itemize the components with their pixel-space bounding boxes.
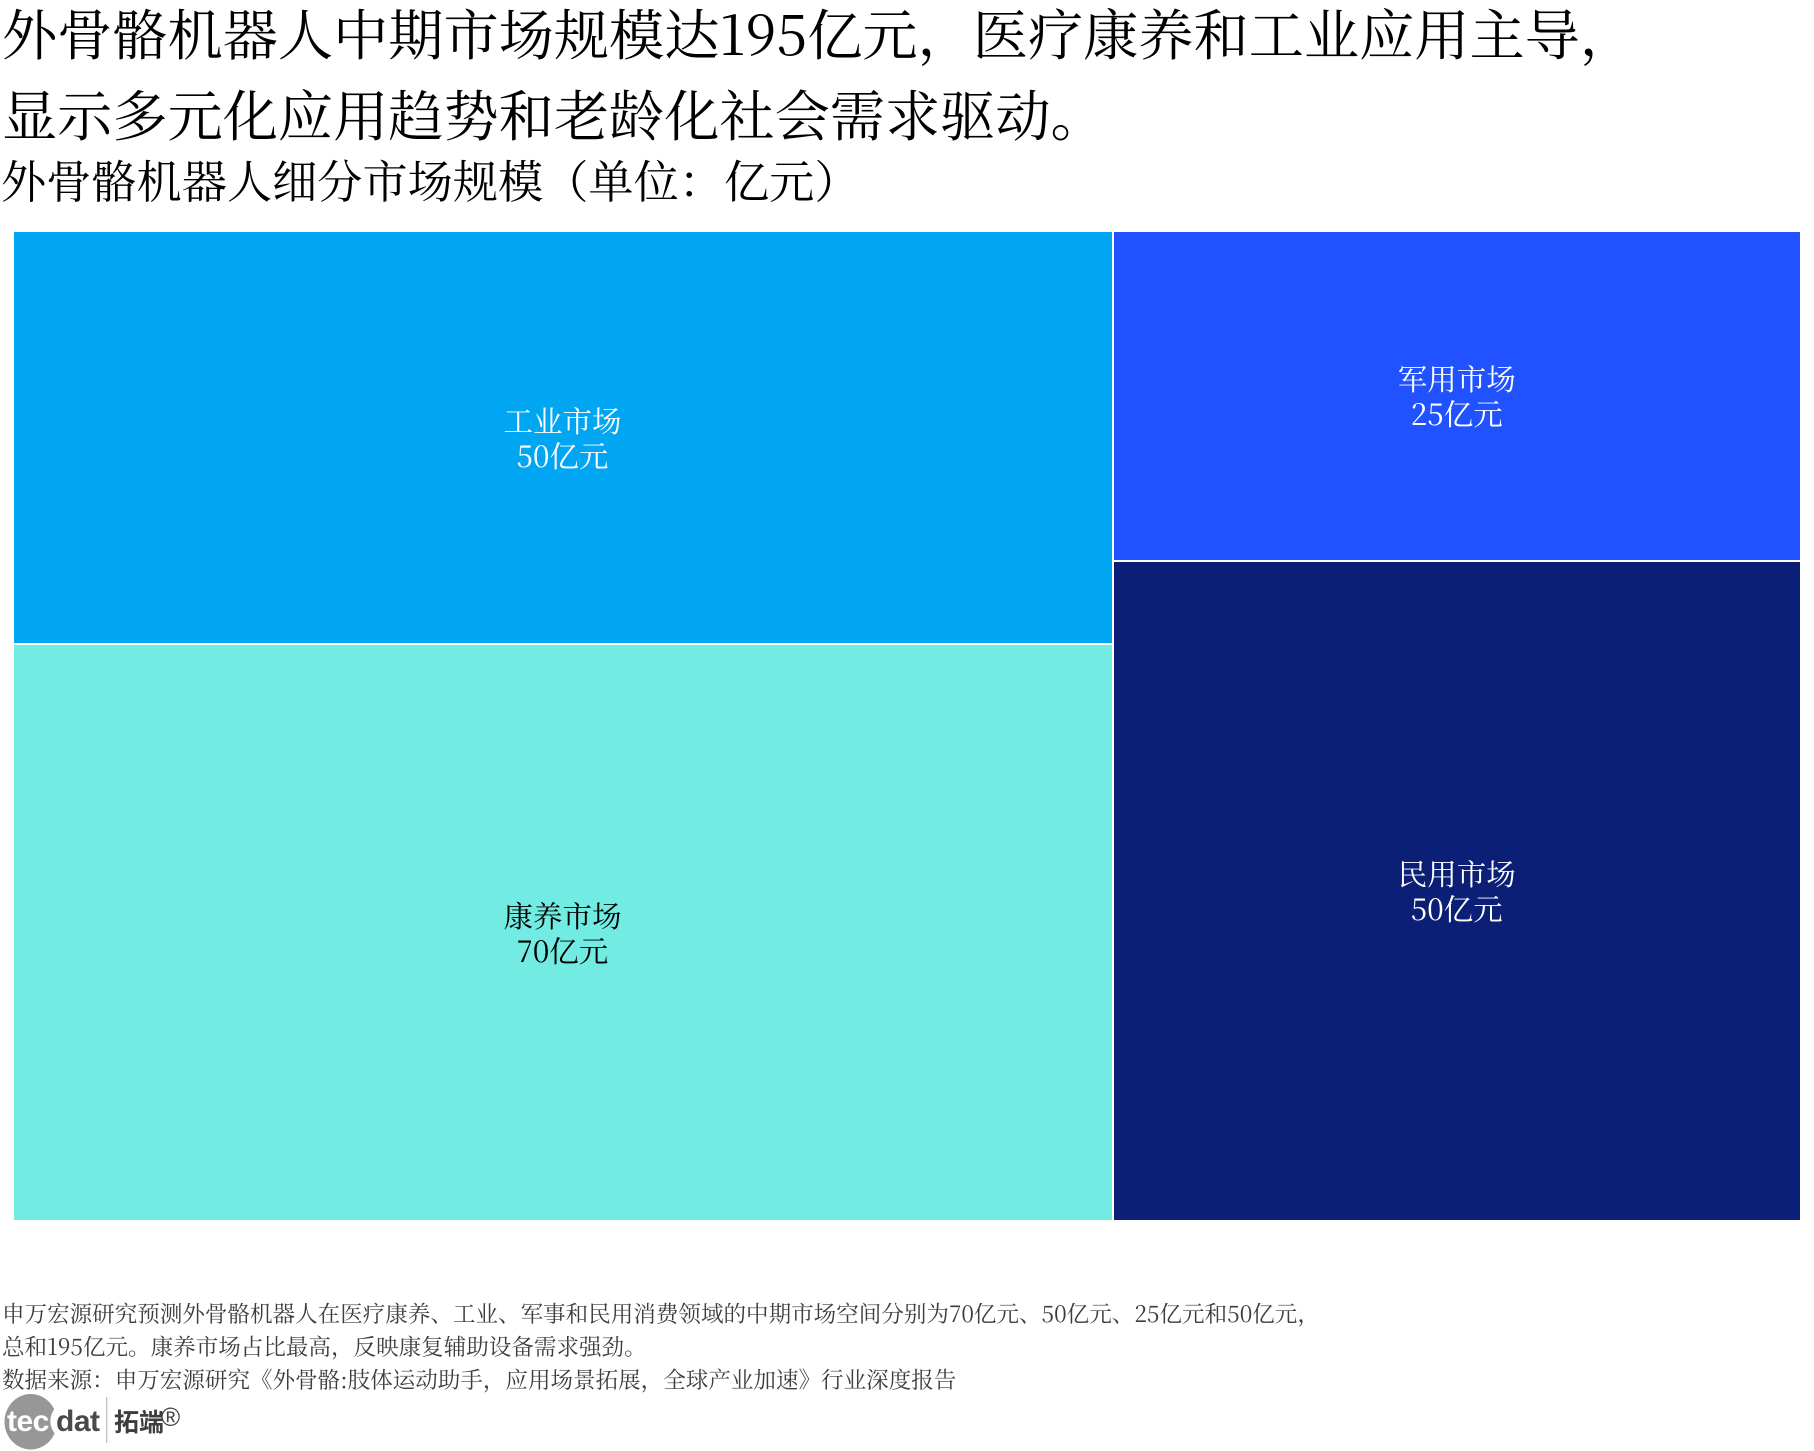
- svg-text:dat: dat: [56, 1405, 100, 1438]
- svg-text:®: ®: [161, 1402, 180, 1432]
- svg-text:tec: tec: [7, 1405, 49, 1438]
- svg-text:拓端: 拓端: [114, 1409, 164, 1437]
